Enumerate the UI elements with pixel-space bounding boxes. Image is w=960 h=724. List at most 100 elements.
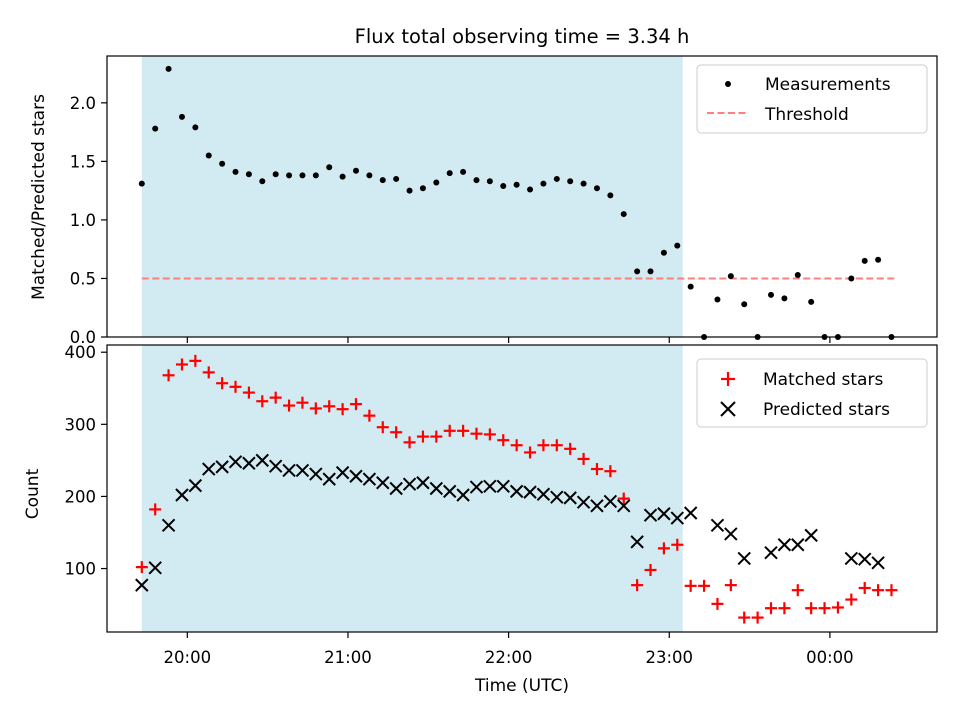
top-ytick-label: 0.5 [70,269,96,288]
matched-star-point [350,398,362,411]
matched-star-point [724,579,737,592]
top-plot-frame [106,55,938,338]
predicted-star-point [376,476,390,490]
matched-star-point [590,463,603,476]
matched-star-point [617,492,630,505]
matched-star-point [738,611,751,624]
matched-star-point [457,424,470,437]
top-shaded-span [141,56,683,337]
matched-star-point [390,426,403,439]
predicted-star-point [858,552,872,566]
predicted-star-point [791,538,805,552]
predicted-star-point [242,456,256,470]
predicted-star-point [523,485,537,499]
predicted-star-point [617,499,631,513]
predicted-star-point [362,472,377,486]
measurement-point [540,180,547,187]
matched-star-point [778,602,791,615]
predicted-star-point [268,459,283,473]
predicted-star-point [483,479,497,494]
matched-star-point [363,409,376,422]
matched-star-point [550,439,563,452]
bottom-panel: 100 200 300 400 20:00 21:00 22:00 23:00 00:00 C… [23,343,938,696]
measurement-point [232,168,239,175]
predicted-star-point [429,481,444,496]
measurement-point [727,273,734,280]
top-ytick-label: 2.0 [70,94,96,113]
predicted-star-point [737,551,751,566]
matched-star-point [711,597,724,610]
matched-star-point [483,428,496,441]
legend-predicted-marker [720,401,736,417]
measurement-point [513,181,520,188]
measurement-point [245,171,252,178]
top-ytick-label: 1.0 [70,211,96,230]
measurement-point [219,160,226,167]
measurement-point [741,301,748,308]
matched-star-point [296,396,309,409]
predicted-star-point [670,511,684,525]
predicted-star-point [724,527,738,541]
predicted-star-point [135,578,149,592]
measurement-point [687,283,694,290]
predicted-star-point [349,469,363,483]
top-y-axis-label: Matched/Predicted stars [29,94,49,300]
predicted-star-point [215,460,229,474]
matched-star-point [416,430,429,443]
predicted-star-point [202,462,216,476]
predicted-star-point [563,491,577,505]
predicted-star-point [710,518,725,532]
predicted-star-point [402,477,417,491]
matched-star-point [644,563,657,576]
legend-measurements-marker [725,81,731,87]
legend-predicted-label: Predicted stars [763,400,890,420]
predicted-star-point [161,518,176,532]
predicted-star-point [496,479,510,494]
measurement-point [808,298,815,305]
measurement-point [353,167,359,174]
measurement-point [781,295,788,302]
xtick-label: 20:00 [164,648,212,667]
predicted-star-point [576,495,591,509]
predicted-star-point [282,463,296,478]
predicted-star-point [683,506,698,520]
matched-star-point [524,446,537,459]
measurement-point [138,180,145,187]
predicted-star-point [509,484,524,499]
xtick-label: 21:00 [324,648,372,667]
matched-star-point [175,358,188,371]
matched-star-point [831,601,844,614]
matched-star-point [336,403,349,416]
bottom-ytick-label: 400 [65,343,97,362]
chart-title: Flux total observing time = 3.34 h [355,25,690,48]
predicted-star-point [322,472,336,486]
matched-star-point [751,611,764,624]
matched-star-point [604,465,617,478]
matched-star-point [216,377,229,390]
matched-star-point [564,442,577,455]
predicted-star-point [295,463,310,478]
matched-star-point [805,602,818,615]
matched-star-point [858,582,871,595]
matched-star-point [791,584,804,597]
predicted-star-point [764,545,778,560]
measurement-point [647,268,654,275]
predicted-star-point [804,528,818,543]
measurement-point [607,192,614,199]
measurement-point [326,164,333,171]
predicted-star-point [643,508,658,522]
measurement-point [192,124,199,131]
predicted-star-point [443,484,457,499]
xtick-label: 23:00 [645,648,693,667]
matched-star-point [149,503,162,516]
measurement-point [299,172,306,179]
matched-star-point [631,579,644,592]
bottom-ytick-label: 300 [65,415,97,434]
measurement-point [446,170,453,177]
matched-star-point [189,354,202,367]
matched-star-point [376,421,389,434]
matched-star-point [657,542,670,555]
measurement-point [848,275,855,282]
measurement-point [500,182,507,189]
measurement-point [433,179,440,186]
